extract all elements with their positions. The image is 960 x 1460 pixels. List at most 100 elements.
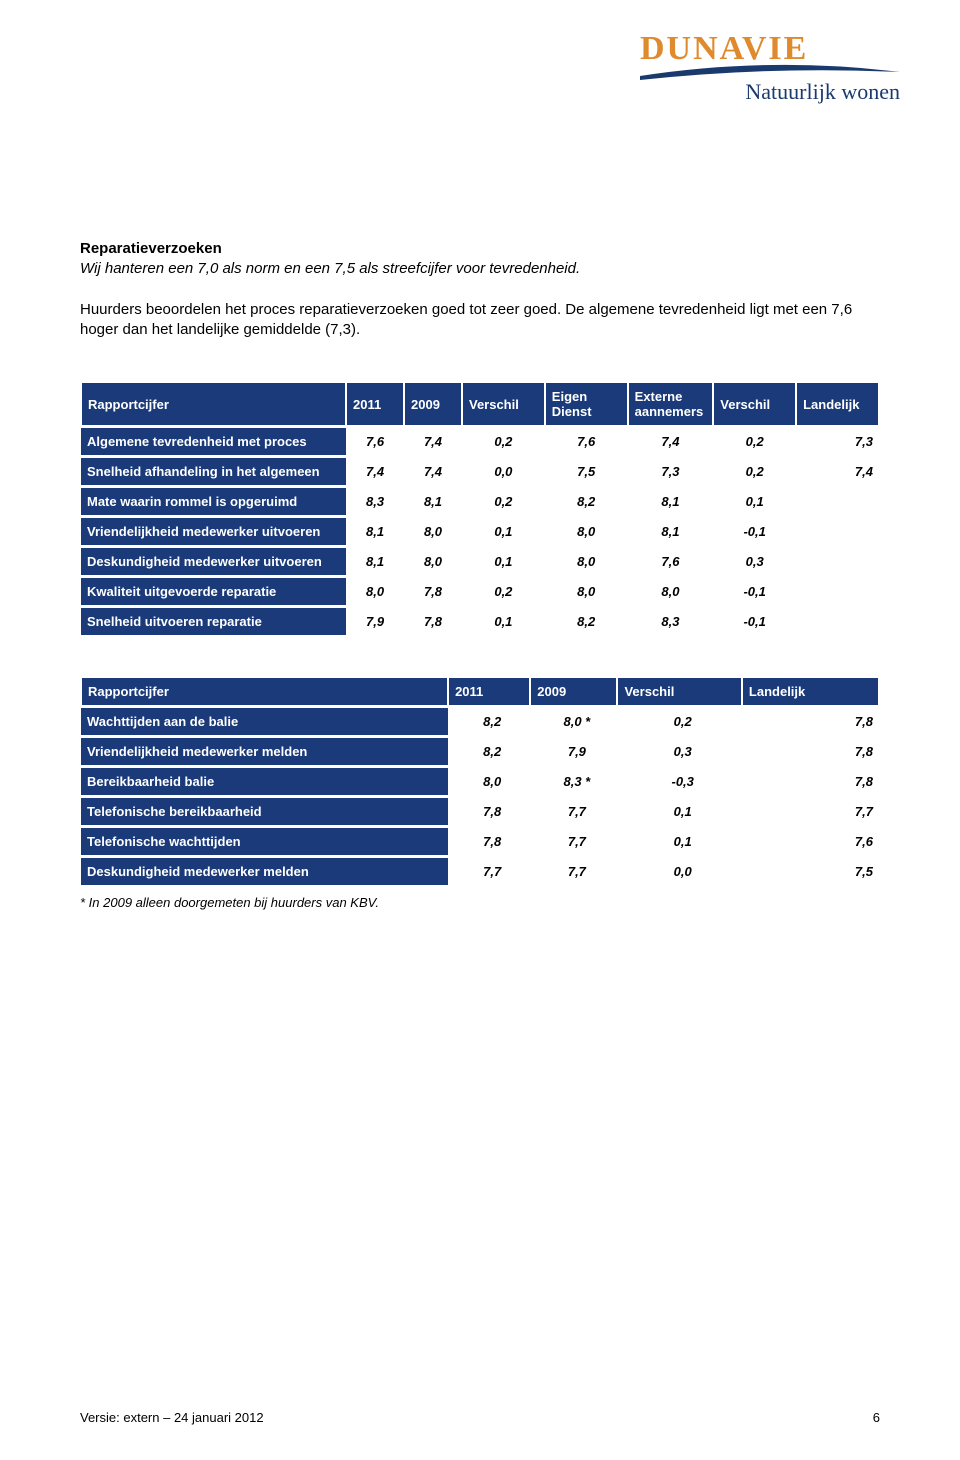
section-intro: Wij hanteren een 7,0 als norm en een 7,5… [80,259,880,340]
col-rapportcijfer: Rapportcijfer [81,382,346,427]
cell: 7,8 [742,737,879,767]
cell: 7,7 [530,797,617,827]
cell: 7,6 [346,427,404,457]
table-row: Kwaliteit uitgevoerde reparatie 8,0 7,80,2… [81,577,879,607]
table-row: Deskundigheid medewerker melden7,77,70,0… [81,857,879,886]
cell: 0,1 [462,547,545,577]
cell: 8,0 [448,767,530,797]
cell: 7,8 [404,577,462,607]
cell: 7,4 [404,457,462,487]
cell: 7,4 [628,427,714,457]
cell: 8,3 * [530,767,617,797]
col-2011: 2011 [448,677,530,707]
table-row: Snelheid uitvoeren reparatie7,97,80,18,2… [81,607,879,636]
cell: 8,0 * [530,707,617,737]
col-2009: 2009 [530,677,617,707]
row-label: Kwaliteit uitgevoerde reparatie [81,577,346,607]
cell: 0,1 [462,517,545,547]
cell: 7,5 [545,457,628,487]
table-row: Vriendelijkheid medewerker uitvoeren8,18… [81,517,879,547]
col-verschil: Verschil [462,382,545,427]
cell [796,487,879,517]
cell: 8,2 [545,487,628,517]
cell: 7,9 [346,607,404,636]
cell: 0,2 [462,427,545,457]
cell: 7,4 [404,427,462,457]
cell: 0,3 [617,737,741,767]
cell: 0,1 [713,487,796,517]
page-number: 6 [873,1410,880,1425]
cell: 7,9 [530,737,617,767]
cell: 8,0 [545,547,628,577]
cell: 0,1 [462,607,545,636]
table-header-row: Rapportcijfer 2011 2009 Verschil Landeli… [81,677,879,707]
cell [796,607,879,636]
col-verschil2: Verschil [713,382,796,427]
cell: 7,3 [628,457,714,487]
footnote: * In 2009 alleen doorgemeten bij huurder… [80,895,880,910]
table-row: Telefonische bereikbaarheid7,87,70,17,7 [81,797,879,827]
col-rapportcijfer: Rapportcijfer [81,677,448,707]
row-label: Bereikbaarheid balie [81,767,448,797]
intro-body: Huurders beoordelen het proces reparatie… [80,301,852,338]
cell: 7,3 [796,427,879,457]
table-reparatie-detail: Rapportcijfer 2011 2009 Verschil Eigen D… [80,380,880,635]
page-footer: Versie: extern – 24 januari 2012 6 [80,1410,880,1425]
page: DUNAVIE Natuurlijk wonen Reparatieverzoe… [0,0,960,1460]
cell: 8,3 [628,607,714,636]
table-row: Deskundigheid medewerker uitvoeren8,18,0… [81,547,879,577]
cell: 0,1 [617,827,741,857]
row-label: Algemene tevredenheid met proces [81,427,346,457]
cell: 7,4 [796,457,879,487]
cell: 8,1 [628,517,714,547]
cell: 7,7 [530,857,617,886]
cell: 7,7 [448,857,530,886]
cell: 0,3 [713,547,796,577]
cell [796,517,879,547]
table-row: Wachttijden aan de balie8,28,0 *0,27,8 [81,707,879,737]
cell: 8,0 [545,517,628,547]
col-verschil: Verschil [617,677,741,707]
cell: 7,6 [742,827,879,857]
cell: 8,2 [448,707,530,737]
cell: 8,0 [545,577,628,607]
cell: 7,8 [742,707,879,737]
cell: 0,2 [617,707,741,737]
cell: 8,2 [448,737,530,767]
col-landelijk: Landelijk [742,677,879,707]
table-row: Mate waarin rommel is opgeruimd8,38,10,2… [81,487,879,517]
cell: 7,5 [742,857,879,886]
cell [796,577,879,607]
norm-line: Wij hanteren een 7,0 als norm en een 7,5… [80,260,580,277]
row-label: Deskundigheid medewerker melden [81,857,448,886]
cell: 7,6 [628,547,714,577]
col-2009: 2009 [404,382,462,427]
cell: 8,0 [404,547,462,577]
cell: 7,4 [346,457,404,487]
cell: 7,8 [448,827,530,857]
cell: 8,1 [628,487,714,517]
col-externe-aannemers: Externe aannemers [628,382,714,427]
table-row: Vriendelijkheid medewerker melden8,27,90… [81,737,879,767]
table-row: Algemene tevredenheid met proces7,67,40,… [81,427,879,457]
cell: 8,1 [404,487,462,517]
cell: 7,7 [530,827,617,857]
cell: 0,2 [462,577,545,607]
cell: 0,2 [462,487,545,517]
col-landelijk: Landelijk [796,382,879,427]
cell: 7,8 [404,607,462,636]
col-eigen-dienst: Eigen Dienst [545,382,628,427]
cell: -0,1 [713,517,796,547]
cell: 7,8 [448,797,530,827]
row-label: Mate waarin rommel is opgeruimd [81,487,346,517]
col-2011: 2011 [346,382,404,427]
table-row: Snelheid afhandeling in het algemeen7,47… [81,457,879,487]
row-label: Telefonische bereikbaarheid [81,797,448,827]
table-row: Telefonische wachttijden7,87,70,17,6 [81,827,879,857]
row-label: Telefonische wachttijden [81,827,448,857]
table-header-row: Rapportcijfer 2011 2009 Verschil Eigen D… [81,382,879,427]
cell: 8,0 [404,517,462,547]
row-label: Snelheid afhandeling in het algemeen [81,457,346,487]
cell: 8,2 [545,607,628,636]
row-label: Snelheid uitvoeren reparatie [81,607,346,636]
